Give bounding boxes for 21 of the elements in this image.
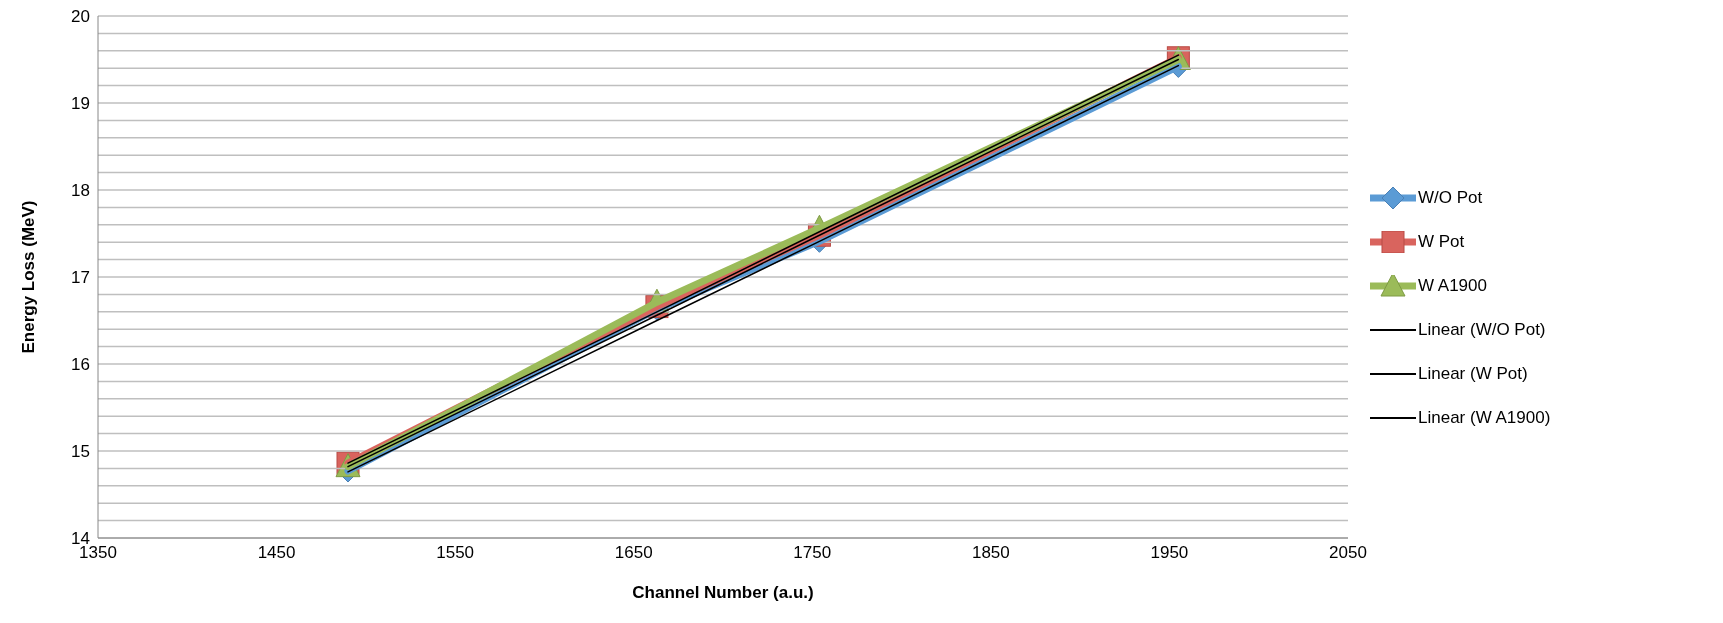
legend-label: W/O Pot [1418,188,1483,208]
legend-label: Linear (W/O Pot) [1418,320,1546,340]
y-tick-label: 20 [71,7,90,27]
x-tick-label: 1450 [257,543,296,563]
y-tick-label: 17 [71,268,90,288]
x-axis-title: Channel Number (a.u.) [632,583,814,602]
legend-label: Linear (W Pot) [1418,364,1528,384]
x-tick-label: 2050 [1329,543,1367,563]
x-tick-label: 1550 [436,543,475,563]
y-axis-title: Energy Loss (MeV) [19,200,39,354]
legend-label: Linear (W A1900) [1418,408,1551,428]
legend-label: W A1900 [1418,276,1487,296]
y-tick-label: 19 [71,94,90,114]
y-tick-label: 15 [71,442,90,462]
y-tick-label: 18 [71,181,90,201]
legend-label: W Pot [1418,232,1465,252]
x-tick-label: 1650 [614,543,653,563]
x-tick-label: 1850 [971,543,1010,563]
x-tick-label: 1750 [793,543,832,563]
y-tick-label: 16 [71,355,90,375]
x-tick-label: 1950 [1150,543,1189,563]
